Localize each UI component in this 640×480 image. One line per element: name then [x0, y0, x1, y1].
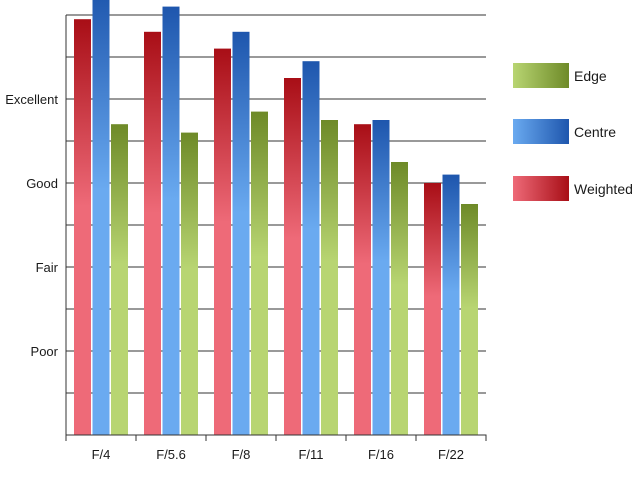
- x-tick-label: F/8: [232, 447, 251, 462]
- legend-label-edge: Edge: [574, 68, 607, 84]
- x-tick-label: F/22: [438, 447, 464, 462]
- bar-weighted-f16: [354, 124, 371, 435]
- legend-swatch-centre: [513, 119, 569, 144]
- y-tick-label: Excellent: [5, 92, 58, 107]
- bar-centre-f8: [232, 31, 250, 436]
- bar-edge-f8: [251, 111, 268, 435]
- x-tick-label: F/5.6: [156, 447, 186, 462]
- bars-layer: [74, 0, 478, 436]
- legend: Edge Centre Weighted: [513, 63, 633, 201]
- y-tick-label: Poor: [31, 344, 59, 359]
- grid-layer: [66, 14, 486, 394]
- y-tick-labels: Poor Fair Good Excellent: [5, 92, 58, 359]
- bar-centre-f4: [92, 0, 110, 436]
- bar-weighted-f22: [424, 183, 441, 435]
- bar-edge-f56: [181, 132, 198, 435]
- bar-weighted-f56: [144, 31, 161, 436]
- bar-edge-f4: [111, 124, 128, 435]
- bar-centre-f11: [302, 61, 320, 435]
- bar-weighted-f8: [214, 48, 231, 435]
- x-tick-label: F/4: [92, 447, 111, 462]
- x-tick-label: F/11: [298, 447, 323, 462]
- bar-weighted-f11: [284, 78, 301, 435]
- y-tick-label: Fair: [36, 260, 59, 275]
- bar-centre-f22: [442, 174, 460, 435]
- bar-edge-f22: [461, 204, 478, 435]
- legend-label-weighted: Weighted: [574, 181, 633, 197]
- x-tick-labels: F/4 F/5.6 F/8 F/11 F/16 F/22: [92, 447, 464, 462]
- axes-layer: [65, 15, 487, 441]
- legend-label-centre: Centre: [574, 124, 616, 140]
- x-tick-label: F/16: [368, 447, 394, 462]
- legend-swatch-weighted: [513, 176, 569, 201]
- y-tick-label: Good: [26, 176, 58, 191]
- bar-edge-f16: [391, 162, 408, 435]
- bar-weighted-f4: [74, 19, 91, 435]
- bar-edge-f11: [321, 120, 338, 435]
- bar-centre-f56: [162, 6, 180, 435]
- legend-swatch-edge: [513, 63, 569, 88]
- bar-centre-f16: [372, 120, 390, 435]
